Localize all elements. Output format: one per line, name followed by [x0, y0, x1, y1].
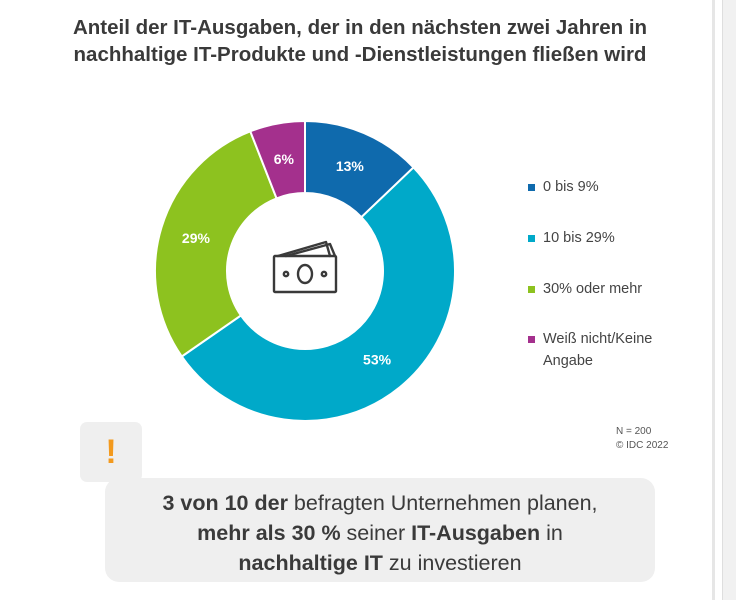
chart-title-line-1: Anteil der IT-Ausgaben, der in den nächs…	[72, 16, 648, 39]
slice-value-label: 13%	[336, 158, 365, 174]
chart-title: Anteil der IT-Ausgaben, der in den nächs…	[20, 14, 700, 68]
legend-item-30-plus: 30% oder mehr	[528, 278, 693, 300]
callout-line-2: mehr als 30 % seiner IT-Ausgaben in	[117, 518, 643, 548]
alert-badge: !	[80, 422, 142, 482]
legend-label: Weiß nicht/Keine Angabe	[543, 331, 653, 369]
donut-slice-2	[154, 130, 278, 358]
callout-emphasis: mehr als 30 %	[197, 521, 341, 545]
callout-text: befragten Unternehmen planen,	[287, 491, 598, 515]
summary-callout: 3 von 10 der befragten Unternehmen plane…	[105, 478, 655, 582]
callout-text: zu investieren	[382, 551, 522, 575]
callout-line-1: 3 von 10 der befragten Unternehmen plane…	[117, 488, 643, 518]
legend-item-10-29: 10 bis 29%	[528, 227, 693, 249]
slice-value-label: 29%	[182, 230, 211, 246]
callout-emphasis: nachhaltige IT	[238, 551, 383, 575]
donut-slice-3	[249, 119, 306, 200]
slice-value-label: 53%	[363, 351, 392, 367]
chart-title-line-2: nachhaltige IT-Produkte und -Dienstleist…	[73, 43, 647, 66]
page-edge	[712, 0, 715, 600]
money-bills-icon	[272, 240, 338, 294]
callout-text: in	[540, 521, 563, 545]
exclamation-icon: !	[105, 432, 117, 471]
slice-value-label: 6%	[274, 151, 295, 167]
legend-swatch	[528, 286, 535, 293]
legend-swatch	[528, 336, 535, 343]
legend-label: 30% oder mehr	[543, 281, 643, 297]
legend-item-0-9: 0 bis 9%	[528, 176, 693, 198]
chart-meta: N = 200 © IDC 2022	[616, 425, 668, 453]
callout-text: seiner	[340, 521, 412, 545]
sample-size: N = 200	[616, 426, 652, 437]
callout-line-3: nachhaltige IT zu investieren	[117, 548, 643, 578]
donut-chart: 13% 53% 29% 6%	[154, 119, 456, 422]
legend-label: 10 bis 29%	[543, 230, 615, 246]
source-credit: © IDC 2022	[616, 440, 669, 451]
callout-emphasis: 3 von 10 der	[162, 491, 288, 515]
donut-slice-1	[180, 166, 456, 422]
callout-emphasis: IT-Ausgaben	[411, 521, 541, 545]
legend-swatch	[528, 184, 535, 191]
scrollbar[interactable]	[722, 0, 736, 600]
legend-swatch	[528, 235, 535, 242]
legend-item-unknown: Weiß nicht/Keine Angabe	[528, 328, 693, 372]
legend-label: 0 bis 9%	[543, 179, 599, 195]
